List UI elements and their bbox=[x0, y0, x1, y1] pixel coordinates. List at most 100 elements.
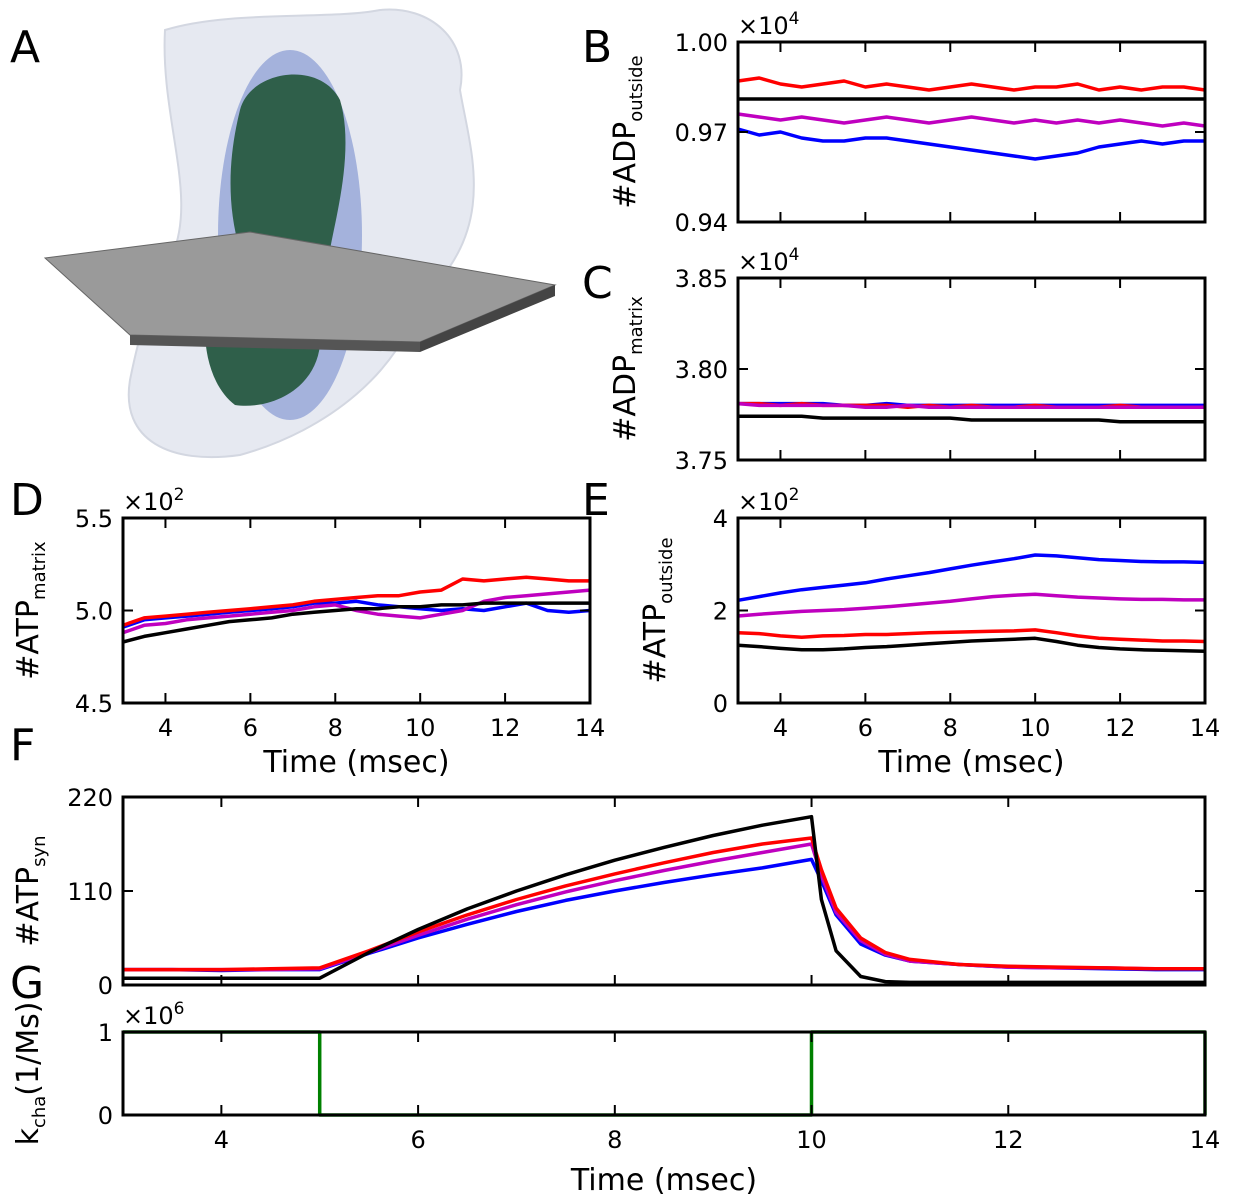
multiplier-exponent: 2 bbox=[174, 485, 185, 505]
y-tick-label: 3.80 bbox=[675, 356, 728, 384]
multiplier-exponent: 4 bbox=[789, 9, 800, 29]
x-tick-label: 4 bbox=[773, 714, 788, 742]
data-line bbox=[737, 127, 1205, 161]
y-label-unit: (1/Ms) bbox=[11, 1002, 46, 1096]
x-tick-label: 14 bbox=[575, 714, 606, 742]
x-tick-label: 6 bbox=[858, 714, 873, 742]
multiplier-base: ×10 bbox=[738, 12, 789, 40]
y-tick-label: 5.5 bbox=[75, 505, 113, 533]
y-axis-label: kcha(1/Ms) bbox=[11, 1002, 50, 1146]
y-axis-label: #ATPsyn bbox=[11, 835, 50, 946]
data-line bbox=[738, 414, 1205, 424]
multiplier-base: ×10 bbox=[123, 488, 174, 516]
y-label-main: k bbox=[11, 1127, 46, 1145]
x-tick-label: 6 bbox=[243, 714, 258, 742]
y-label-sub: matrix bbox=[29, 541, 50, 600]
y-axis-label: #ADPoutside bbox=[608, 55, 647, 208]
x-tick-label: 12 bbox=[993, 1126, 1024, 1154]
y-tick-label: 2 bbox=[713, 598, 728, 626]
y-tick-label: 110 bbox=[67, 878, 113, 906]
x-axis-label: Time (msec) bbox=[570, 1163, 757, 1198]
panel-label: F bbox=[10, 720, 35, 771]
x-tick-label: 6 bbox=[410, 1126, 425, 1154]
y-tick-label: 1 bbox=[98, 1019, 113, 1047]
plot-frame bbox=[121, 1030, 1207, 1117]
panel-label: A bbox=[10, 22, 40, 73]
y-label-sub: cha bbox=[29, 1096, 50, 1128]
y-label-sub: matrix bbox=[626, 296, 647, 355]
data-line bbox=[122, 599, 591, 629]
em-slice-edge bbox=[130, 335, 420, 352]
data-line bbox=[737, 628, 1206, 644]
data-line bbox=[737, 636, 1206, 653]
data-line bbox=[123, 1030, 1207, 1117]
plot-frame bbox=[736, 276, 1207, 462]
y-axis-label: #ATPmatrix bbox=[11, 541, 50, 680]
data-line bbox=[737, 401, 1205, 409]
x-tick-label: 8 bbox=[607, 1126, 622, 1154]
multiplier-base: ×10 bbox=[738, 248, 789, 276]
x-axis-label: Time (msec) bbox=[262, 745, 449, 780]
data-line bbox=[123, 814, 1205, 985]
y-tick-label: 1.00 bbox=[675, 29, 728, 57]
data-line bbox=[122, 575, 590, 627]
x-tick-label: 10 bbox=[1020, 714, 1051, 742]
y-tick-label: 220 bbox=[67, 784, 113, 812]
plot-frame bbox=[736, 40, 1207, 224]
panel-label: E bbox=[582, 475, 610, 526]
x-tick-label: 14 bbox=[1190, 1126, 1221, 1154]
y-label-sub: syn bbox=[29, 835, 50, 866]
data-line bbox=[123, 857, 1205, 973]
panel-label: C bbox=[582, 258, 613, 309]
axis-multiplier: ×106 bbox=[123, 999, 184, 1030]
y-tick-label: 3.85 bbox=[675, 265, 728, 293]
data-line bbox=[737, 553, 1206, 603]
y-tick-label: 0.97 bbox=[675, 119, 728, 147]
y-label-main: #ATP bbox=[11, 600, 46, 680]
y-label-sub: outside bbox=[626, 55, 647, 121]
multiplier-base: ×10 bbox=[738, 488, 789, 516]
y-axis-label: #ADPmatrix bbox=[608, 296, 647, 442]
y-label-main: #ATP bbox=[11, 867, 46, 947]
panel-label: D bbox=[10, 475, 44, 526]
cristae-top bbox=[230, 74, 346, 250]
y-tick-label: 4 bbox=[713, 505, 728, 533]
axis-multiplier: ×102 bbox=[738, 485, 799, 516]
data-line bbox=[737, 112, 1206, 128]
axis-multiplier: ×102 bbox=[123, 485, 184, 516]
x-tick-label: 12 bbox=[490, 714, 521, 742]
data-line bbox=[123, 836, 1205, 972]
y-tick-label: 0 bbox=[98, 1102, 113, 1130]
x-tick-label: 8 bbox=[328, 714, 343, 742]
x-tick-label: 4 bbox=[158, 714, 173, 742]
panel-label: G bbox=[10, 958, 44, 1009]
x-tick-label: 12 bbox=[1105, 714, 1136, 742]
y-label-main: #ATP bbox=[638, 604, 673, 684]
data-line bbox=[122, 601, 590, 644]
x-tick-label: 8 bbox=[943, 714, 958, 742]
y-tick-label: 0 bbox=[98, 972, 113, 1000]
y-tick-label: 5.0 bbox=[75, 598, 113, 626]
y-tick-label: 0 bbox=[713, 690, 728, 718]
multiplier-base: ×10 bbox=[123, 1002, 174, 1030]
em-slice-side bbox=[420, 285, 555, 352]
multiplier-exponent: 2 bbox=[789, 485, 800, 505]
y-axis-label: #ATPoutside bbox=[638, 537, 677, 683]
x-tick-label: 4 bbox=[214, 1126, 229, 1154]
data-line bbox=[737, 592, 1205, 618]
data-line bbox=[737, 76, 1206, 92]
x-tick-label: 14 bbox=[1190, 714, 1221, 742]
panel-label: B bbox=[582, 22, 612, 73]
y-label-main: #ADP bbox=[608, 355, 643, 442]
y-label-main: #ADP bbox=[608, 122, 643, 209]
axis-multiplier: ×104 bbox=[738, 9, 799, 40]
x-axis-label: Time (msec) bbox=[877, 745, 1064, 780]
y-tick-label: 4.5 bbox=[75, 690, 113, 718]
data-line bbox=[122, 588, 591, 635]
x-tick-label: 10 bbox=[796, 1126, 827, 1154]
y-label-sub: outside bbox=[656, 537, 677, 603]
x-tick-label: 10 bbox=[405, 714, 436, 742]
multiplier-exponent: 6 bbox=[174, 999, 185, 1019]
